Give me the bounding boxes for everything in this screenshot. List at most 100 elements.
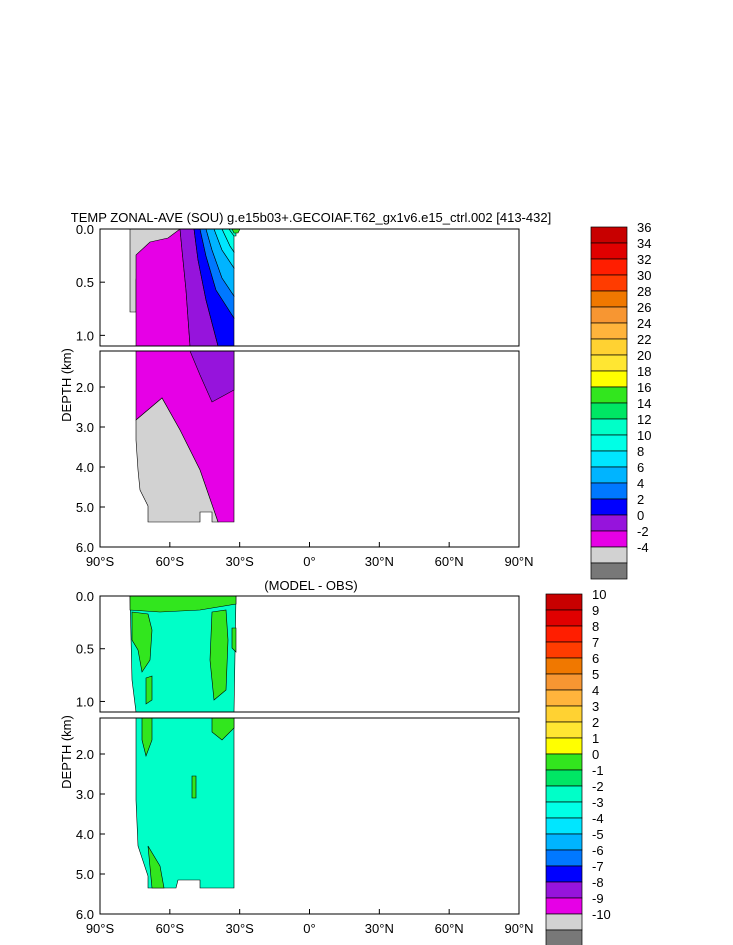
- colorbar-swatch: [545, 657, 583, 675]
- colorbar-swatch: [545, 641, 583, 659]
- colorbar-label: -5: [592, 827, 604, 842]
- y-tick-label: 0.0: [76, 589, 94, 604]
- colorbar-swatch: [590, 466, 628, 484]
- colorbar-swatch: [590, 306, 628, 324]
- colorbar-swatch: [590, 514, 628, 532]
- y-tick-label: 0.0: [76, 222, 94, 237]
- fill-0-to-1-deep-b: [211, 718, 235, 741]
- colorbar-swatch: [590, 562, 628, 580]
- colorbar-label: 9: [592, 603, 599, 618]
- x-tick-label: 30°N: [365, 921, 394, 936]
- colorbar-label: -9: [592, 891, 604, 906]
- fill-0-to-1-deep-d: [147, 845, 165, 889]
- x-tick-label: 0°: [303, 554, 315, 569]
- x-tick-label: 90°N: [504, 554, 533, 569]
- y-tick-label: 2.0: [76, 747, 94, 762]
- colorbar-swatch: [545, 929, 583, 945]
- colorbar-label: 12: [637, 412, 651, 427]
- colorbar-swatch: [590, 290, 628, 308]
- y-tick-label: 5.0: [76, 867, 94, 882]
- colorbar-label: 7: [592, 635, 599, 650]
- colorbar-swatch: [545, 881, 583, 899]
- colorbar-swatch: [545, 673, 583, 691]
- x-tick-label: 60°S: [156, 921, 185, 936]
- x-tick-label: 30°N: [365, 554, 394, 569]
- x-tick-labels: 90°S 60°S 30°S 0° 30°N 60°N 90°N: [86, 542, 534, 569]
- fill-land-gray-deep: [135, 397, 219, 523]
- y-tick-label: 1.0: [76, 694, 94, 709]
- colorbar-label: 3: [592, 699, 599, 714]
- colorbar-swatch: [590, 274, 628, 292]
- colorbar-swatch: [590, 530, 628, 548]
- y-axis-label: DEPTH (km): [59, 348, 74, 422]
- colorbar-label: -10: [592, 907, 611, 922]
- fill-0-to-1-deep-c: [191, 775, 197, 799]
- fill-0-to-1-deep-a: [141, 718, 153, 758]
- colorbar-swatch: [590, 370, 628, 388]
- colorbar-label: 30: [637, 268, 651, 283]
- colorbar-label: 16: [637, 380, 651, 395]
- colorbar-label: 0: [592, 747, 599, 762]
- colorbar-swatch: [590, 434, 628, 452]
- colorbar-swatch: [545, 705, 583, 723]
- difference-fill-lower: [135, 718, 235, 889]
- colorbar-swatch: [590, 546, 628, 564]
- temperature-fill-upper: [129, 229, 241, 346]
- colorbar-swatch: [545, 897, 583, 915]
- colorbar-label: -8: [592, 875, 604, 890]
- colorbar-swatch: [545, 593, 583, 611]
- y-axis-label: DEPTH (km): [59, 715, 74, 789]
- fill-0-to-1-right: [231, 627, 237, 653]
- colorbar-swatch: [545, 865, 583, 883]
- y-tick-label: 4.0: [76, 460, 94, 475]
- y-tick-labels: 0.0 0.5 1.0 2.0 3.0 4.0 5.0 6.0: [76, 589, 105, 922]
- colorbar-label: -7: [592, 859, 604, 874]
- y-tick-label: 6.0: [76, 907, 94, 922]
- colorbar-label: 0: [637, 508, 644, 523]
- colorbar-label: 5: [592, 667, 599, 682]
- colorbar-label: 14: [637, 396, 651, 411]
- colorbar-label: -1: [592, 763, 604, 778]
- colorbar-label: -4: [592, 811, 604, 826]
- colorbar-label: 1: [592, 731, 599, 746]
- fill-minus1-to-0: [129, 596, 237, 712]
- x-tick-label: 90°N: [504, 921, 533, 936]
- colorbar-swatch: [590, 386, 628, 404]
- y-tick-label: 6.0: [76, 540, 94, 555]
- colorbar-label: 26: [637, 300, 651, 315]
- plot-frame-upper: [99, 228, 520, 347]
- fill-12-to-14: [221, 229, 235, 253]
- colorbar-label: 18: [637, 364, 651, 379]
- colorbar-label: -3: [592, 795, 604, 810]
- chart-title: (MODEL - OBS): [264, 578, 357, 593]
- colorbar-label: 28: [637, 284, 651, 299]
- colorbar-swatch: [545, 913, 583, 931]
- colorbar-label: 4: [592, 683, 599, 698]
- colorbar-label: 24: [637, 316, 651, 331]
- x-tick-label: 90°S: [86, 554, 115, 569]
- x-tick-labels: 90°S 60°S 30°S 0° 30°N 60°N 90°N: [86, 909, 534, 936]
- colorbar-label: 8: [592, 619, 599, 634]
- fill-0-to-1-left: [131, 611, 153, 673]
- colorbar-swatch: [545, 833, 583, 851]
- colorbar-swatch: [590, 226, 628, 244]
- colorbar-swatch: [545, 849, 583, 867]
- colorbar-label: 36: [637, 220, 651, 235]
- y-tick-label: 1.0: [76, 328, 94, 343]
- colorbar-label: -2: [637, 524, 649, 539]
- colorbar-swatch: [590, 418, 628, 436]
- colorbar-swatch: [545, 609, 583, 627]
- fill-minus1-to-0-deep: [135, 718, 235, 889]
- y-tick-label: 3.0: [76, 420, 94, 435]
- y-tick-label: 0.5: [76, 642, 94, 657]
- y-tick-labels: 0.0 0.5 1.0 2.0 3.0 4.0 5.0 6.0: [76, 222, 105, 555]
- colorbar-label: 2: [637, 492, 644, 507]
- colorbar-swatch: [545, 737, 583, 755]
- fill-0-to-1-surface: [129, 596, 237, 613]
- colorbar-swatch: [590, 354, 628, 372]
- colorbar-swatch: [545, 625, 583, 643]
- x-tick-label: 90°S: [86, 921, 115, 936]
- x-tick-label: 0°: [303, 921, 315, 936]
